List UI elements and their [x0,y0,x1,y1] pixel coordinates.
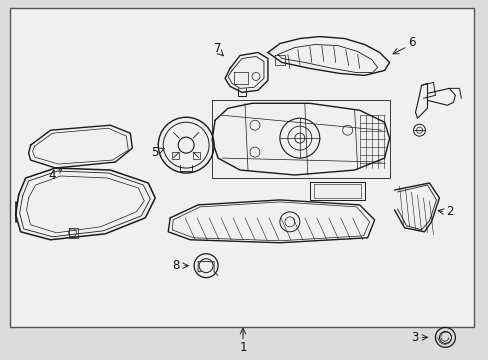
Bar [171,152,178,159]
Text: 1: 1 [239,341,246,354]
Bar [10,8,473,327]
Bar [192,152,199,159]
Text: 7: 7 [214,42,222,55]
Text: 8: 8 [172,259,180,272]
Text: 5: 5 [151,145,159,159]
Text: 3: 3 [410,331,417,344]
Text: 4: 4 [49,168,56,181]
Text: 6: 6 [407,36,414,49]
Text: 2: 2 [445,205,452,219]
